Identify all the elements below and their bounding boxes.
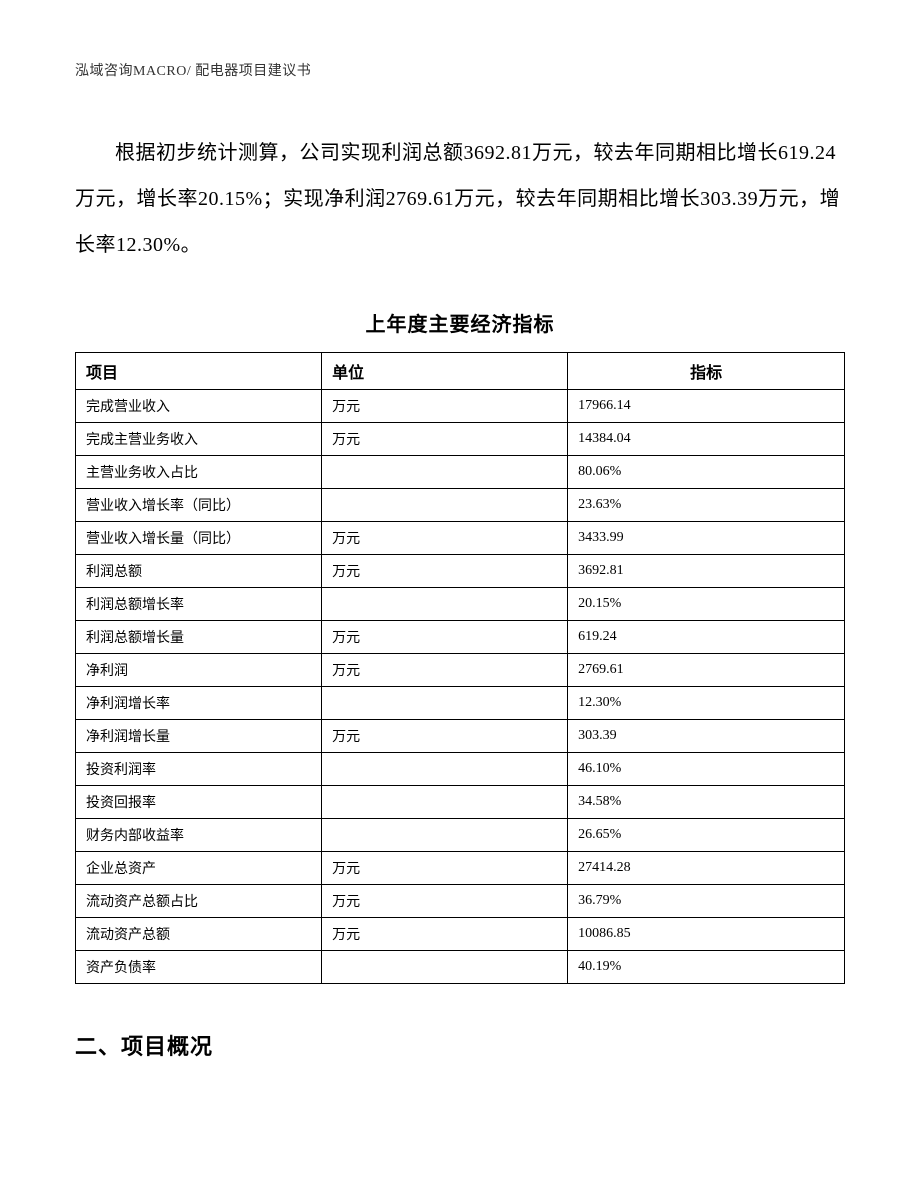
- table-cell-unit: 万元: [322, 720, 568, 753]
- table-row: 营业收入增长率（同比） 23.63%: [76, 489, 845, 522]
- table-cell-unit: 万元: [322, 522, 568, 555]
- table-header-indicator: 指标: [568, 353, 845, 390]
- table-row: 主营业务收入占比 80.06%: [76, 456, 845, 489]
- table-row: 净利润万元2769.61: [76, 654, 845, 687]
- table-cell-indicator: 26.65%: [568, 819, 845, 852]
- table-cell-indicator: 17966.14: [568, 390, 845, 423]
- table-cell-indicator: 46.10%: [568, 753, 845, 786]
- table-cell-item: 投资利润率: [76, 753, 322, 786]
- table-cell-item: 企业总资产: [76, 852, 322, 885]
- table-header-row: 项目 单位 指标: [76, 353, 845, 390]
- table-row: 资产负债率 40.19%: [76, 951, 845, 984]
- table-cell-unit: 万元: [322, 390, 568, 423]
- table-cell-item: 流动资产总额占比: [76, 885, 322, 918]
- table-row: 利润总额增长率 20.15%: [76, 588, 845, 621]
- table-cell-indicator: 27414.28: [568, 852, 845, 885]
- table-cell-item: 净利润: [76, 654, 322, 687]
- table-row: 流动资产总额占比万元36.79%: [76, 885, 845, 918]
- table-cell-indicator: 40.19%: [568, 951, 845, 984]
- table-row: 完成主营业务收入万元14384.04: [76, 423, 845, 456]
- table-cell-indicator: 2769.61: [568, 654, 845, 687]
- table-cell-item: 净利润增长率: [76, 687, 322, 720]
- table-cell-indicator: 14384.04: [568, 423, 845, 456]
- page-header: 泓域咨询MACRO/ 配电器项目建议书: [75, 60, 845, 80]
- table-header-item: 项目: [76, 353, 322, 390]
- table-cell-indicator: 3692.81: [568, 555, 845, 588]
- table-cell-indicator: 20.15%: [568, 588, 845, 621]
- table-cell-item: 流动资产总额: [76, 918, 322, 951]
- table-cell-indicator: 80.06%: [568, 456, 845, 489]
- section-title: 二、项目概况: [75, 1029, 845, 1061]
- table-cell-item: 完成营业收入: [76, 390, 322, 423]
- table-cell-indicator: 619.24: [568, 621, 845, 654]
- table-cell-item: 资产负债率: [76, 951, 322, 984]
- table-cell-unit: 万元: [322, 555, 568, 588]
- table-row: 投资利润率 46.10%: [76, 753, 845, 786]
- table-cell-unit: [322, 951, 568, 984]
- table-cell-unit: 万元: [322, 423, 568, 456]
- table-row: 利润总额增长量万元619.24: [76, 621, 845, 654]
- table-row: 财务内部收益率 26.65%: [76, 819, 845, 852]
- table-cell-unit: 万元: [322, 654, 568, 687]
- table-cell-unit: [322, 786, 568, 819]
- table-cell-item: 完成主营业务收入: [76, 423, 322, 456]
- table-cell-unit: [322, 687, 568, 720]
- table-cell-unit: [322, 489, 568, 522]
- table-cell-unit: [322, 588, 568, 621]
- table-cell-item: 主营业务收入占比: [76, 456, 322, 489]
- table-cell-unit: 万元: [322, 621, 568, 654]
- table-cell-item: 净利润增长量: [76, 720, 322, 753]
- table-cell-indicator: 303.39: [568, 720, 845, 753]
- table-header-unit: 单位: [322, 353, 568, 390]
- table-cell-unit: 万元: [322, 885, 568, 918]
- table-cell-unit: 万元: [322, 918, 568, 951]
- table-row: 完成营业收入万元17966.14: [76, 390, 845, 423]
- body-paragraph: 根据初步统计测算，公司实现利润总额3692.81万元，较去年同期相比增长619.…: [75, 130, 845, 268]
- table-row: 营业收入增长量（同比）万元3433.99: [76, 522, 845, 555]
- table-cell-item: 营业收入增长率（同比）: [76, 489, 322, 522]
- table-cell-indicator: 23.63%: [568, 489, 845, 522]
- table-cell-indicator: 12.30%: [568, 687, 845, 720]
- table-cell-item: 利润总额: [76, 555, 322, 588]
- table-cell-item: 利润总额增长率: [76, 588, 322, 621]
- table-cell-indicator: 10086.85: [568, 918, 845, 951]
- table-cell-unit: [322, 456, 568, 489]
- table-cell-unit: [322, 819, 568, 852]
- table-title: 上年度主要经济指标: [75, 308, 845, 337]
- table-row: 利润总额万元3692.81: [76, 555, 845, 588]
- economic-indicators-table: 项目 单位 指标 完成营业收入万元17966.14完成主营业务收入万元14384…: [75, 352, 845, 984]
- table-row: 投资回报率 34.58%: [76, 786, 845, 819]
- table-cell-unit: [322, 753, 568, 786]
- table-cell-item: 财务内部收益率: [76, 819, 322, 852]
- table-row: 净利润增长量万元303.39: [76, 720, 845, 753]
- table-cell-indicator: 3433.99: [568, 522, 845, 555]
- table-row: 净利润增长率 12.30%: [76, 687, 845, 720]
- table-row: 流动资产总额万元10086.85: [76, 918, 845, 951]
- table-cell-indicator: 34.58%: [568, 786, 845, 819]
- table-cell-item: 投资回报率: [76, 786, 322, 819]
- table-cell-indicator: 36.79%: [568, 885, 845, 918]
- table-cell-unit: 万元: [322, 852, 568, 885]
- table-cell-item: 利润总额增长量: [76, 621, 322, 654]
- table-cell-item: 营业收入增长量（同比）: [76, 522, 322, 555]
- table-row: 企业总资产万元27414.28: [76, 852, 845, 885]
